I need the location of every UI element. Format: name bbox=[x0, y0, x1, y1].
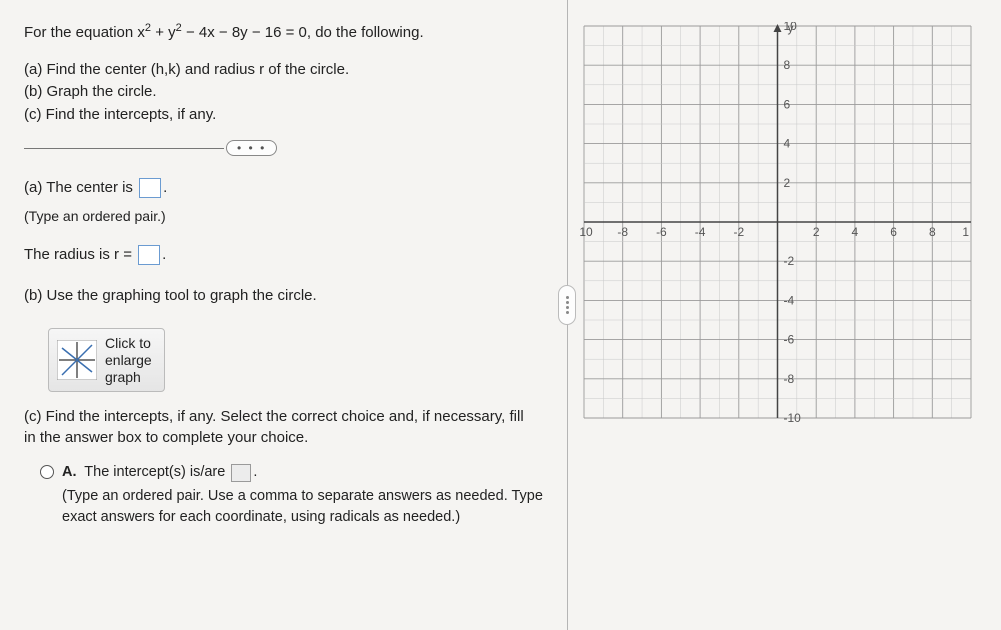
divider-line bbox=[24, 148, 224, 149]
prompt-suffix: , do the following. bbox=[307, 24, 424, 41]
svg-text:6: 6 bbox=[784, 97, 791, 111]
center-hint: (Type an ordered pair.) bbox=[24, 203, 544, 230]
answer-radius: The radius is r = . bbox=[24, 241, 544, 270]
radius-input[interactable] bbox=[138, 245, 160, 265]
intercepts-input[interactable] bbox=[231, 464, 251, 482]
svg-text:4: 4 bbox=[852, 225, 859, 239]
eq-rest: − 4x − 8y − 16 = 0 bbox=[182, 24, 307, 41]
graph-svg: y-10-8-6-4-224681246810-2-4-6-8-10 bbox=[580, 22, 975, 422]
enlarge-graph-label: Click to enlarge graph bbox=[105, 335, 152, 385]
part-c-text: (c) Find the intercepts, if any. bbox=[24, 104, 544, 127]
center-label-post: . bbox=[163, 179, 167, 196]
part-a-text: (a) Find the center (h,k) and radius r o… bbox=[24, 59, 544, 82]
mini-graph-icon bbox=[57, 340, 97, 380]
choice-a-post: . bbox=[253, 464, 257, 480]
radius-pre: The radius is r = bbox=[24, 246, 136, 263]
svg-text:2: 2 bbox=[813, 225, 820, 239]
problem-prompt: For the equation x2 + y2 − 4x − 8y − 16 … bbox=[24, 20, 544, 45]
part-b-text: (b) Graph the circle. bbox=[24, 81, 544, 104]
answer-b: (b) Use the graphing tool to graph the c… bbox=[24, 282, 544, 311]
eq-y: + y bbox=[151, 24, 176, 41]
choice-a-label: A. bbox=[62, 464, 77, 480]
eq-x: x bbox=[137, 24, 145, 41]
coordinate-graph[interactable]: y-10-8-6-4-224681246810-2-4-6-8-10 bbox=[580, 22, 975, 422]
enlarge-graph-button[interactable]: Click to enlarge graph bbox=[48, 328, 165, 392]
answer-a: (a) The center is . (Type an ordered pai… bbox=[24, 174, 544, 229]
radius-post: . bbox=[162, 246, 166, 263]
parts-list: (a) Find the center (h,k) and radius r o… bbox=[24, 59, 544, 127]
part-c-instruction: (c) Find the intercepts, if any. Select … bbox=[24, 406, 524, 448]
svg-text:4: 4 bbox=[784, 137, 791, 151]
svg-text:-4: -4 bbox=[784, 293, 795, 307]
svg-text:8: 8 bbox=[784, 58, 791, 72]
svg-text:-2: -2 bbox=[733, 225, 744, 239]
svg-text:-8: -8 bbox=[784, 372, 795, 386]
section-divider: • • • bbox=[24, 140, 544, 156]
choice-a-row[interactable]: A. The intercept(s) is/are . (Type an or… bbox=[24, 462, 544, 527]
svg-text:-2: -2 bbox=[784, 254, 795, 268]
radio-a[interactable] bbox=[40, 465, 54, 479]
svg-text:-8: -8 bbox=[617, 225, 628, 239]
svg-text:-6: -6 bbox=[656, 225, 667, 239]
choice-a-hint: (Type an ordered pair. Use a comma to se… bbox=[62, 486, 544, 528]
center-input[interactable] bbox=[139, 178, 161, 198]
svg-text:-6: -6 bbox=[784, 333, 795, 347]
ellipsis-button[interactable]: • • • bbox=[226, 140, 277, 156]
svg-text:2: 2 bbox=[784, 176, 791, 190]
svg-text:8: 8 bbox=[929, 225, 936, 239]
svg-text:6: 6 bbox=[890, 225, 897, 239]
center-label-pre: (a) The center is bbox=[24, 179, 137, 196]
svg-text:1: 1 bbox=[962, 225, 969, 239]
svg-text:-4: -4 bbox=[695, 225, 706, 239]
svg-text:-10: -10 bbox=[784, 411, 802, 422]
part-b-instruction: (b) Use the graphing tool to graph the c… bbox=[24, 282, 544, 311]
choice-a-pre: The intercept(s) is/are bbox=[84, 464, 229, 480]
svg-text:10: 10 bbox=[784, 22, 798, 33]
prompt-prefix: For the equation bbox=[24, 24, 137, 41]
svg-text:-10: -10 bbox=[580, 225, 593, 239]
